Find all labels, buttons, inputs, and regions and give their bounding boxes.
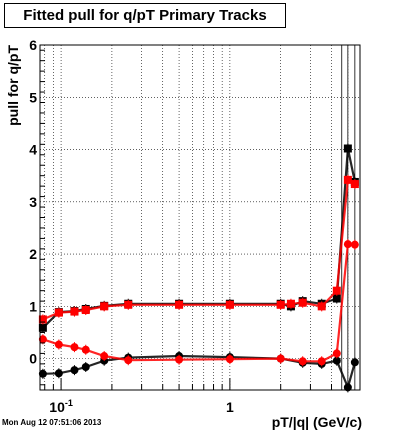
y-tick-label: 0 <box>29 351 37 367</box>
data-point-circle <box>81 363 90 371</box>
series-trend-line <box>42 148 356 329</box>
data-point-square <box>38 315 47 324</box>
data-point-circle <box>332 356 341 365</box>
data-point-circle <box>317 357 326 366</box>
data-point-circle <box>225 355 234 364</box>
x-tick-label: 10-1 <box>49 398 73 415</box>
data-point-circle <box>175 355 184 364</box>
series-trend-line <box>42 178 356 321</box>
y-tick-label: 2 <box>29 246 37 262</box>
x-axis-title: pT/|q| (GeV/c) <box>272 414 362 430</box>
x-tick-label: 1 <box>226 399 234 415</box>
data-point-square <box>175 300 184 309</box>
plot-frame <box>39 44 361 391</box>
grid-lines <box>40 44 360 390</box>
y-tick-label: 6 <box>29 37 37 53</box>
data-point-square <box>332 294 341 303</box>
data-point-square <box>286 299 295 308</box>
data-point-square <box>298 298 307 307</box>
axis-ticks <box>40 49 349 390</box>
timestamp-footer: Mon Aug 12 07:51:06 2013 <box>2 418 102 427</box>
data-point-square <box>70 307 79 316</box>
y-tick-label: 1 <box>29 298 37 314</box>
data-point-circle <box>350 240 359 249</box>
data-point-square <box>225 300 234 309</box>
data-point-circle <box>54 340 63 349</box>
data-point-circle <box>54 369 63 378</box>
data-point-square <box>54 308 63 317</box>
data-point-circle <box>276 354 285 363</box>
data-point-circle <box>298 357 307 366</box>
data-point-circle <box>38 369 47 378</box>
data-point-circle <box>100 352 109 361</box>
data-point-square <box>124 300 133 309</box>
data-point-square <box>38 323 47 332</box>
data-point-square <box>343 175 352 184</box>
series-1 <box>38 174 359 325</box>
y-tick-label: 4 <box>29 142 37 158</box>
data-point-square <box>350 180 359 189</box>
series-3 <box>38 239 359 367</box>
x-tick-exponent: -1 <box>65 398 73 408</box>
y-axis-title: pull for q/pT <box>5 45 21 126</box>
data-point-circle <box>70 343 79 352</box>
data-point-circle <box>81 345 90 354</box>
data-point-circle <box>343 240 352 249</box>
data-point-square <box>100 302 109 311</box>
data-point-square <box>276 300 285 309</box>
data-point-circle <box>38 335 47 344</box>
series-layer <box>38 143 359 393</box>
chart-title: Fitted pull for q/pT Primary Tracks <box>4 3 286 28</box>
data-point-square <box>332 286 341 295</box>
data-point-circle <box>332 349 341 358</box>
y-tick-label: 3 <box>29 194 37 210</box>
data-point-circle <box>70 366 79 375</box>
data-point-circle <box>124 356 133 365</box>
data-point-circle <box>350 358 359 367</box>
y-tick-label: 5 <box>29 89 37 105</box>
data-point-square <box>81 306 90 315</box>
data-point-square <box>343 144 352 153</box>
data-point-square <box>317 302 326 311</box>
